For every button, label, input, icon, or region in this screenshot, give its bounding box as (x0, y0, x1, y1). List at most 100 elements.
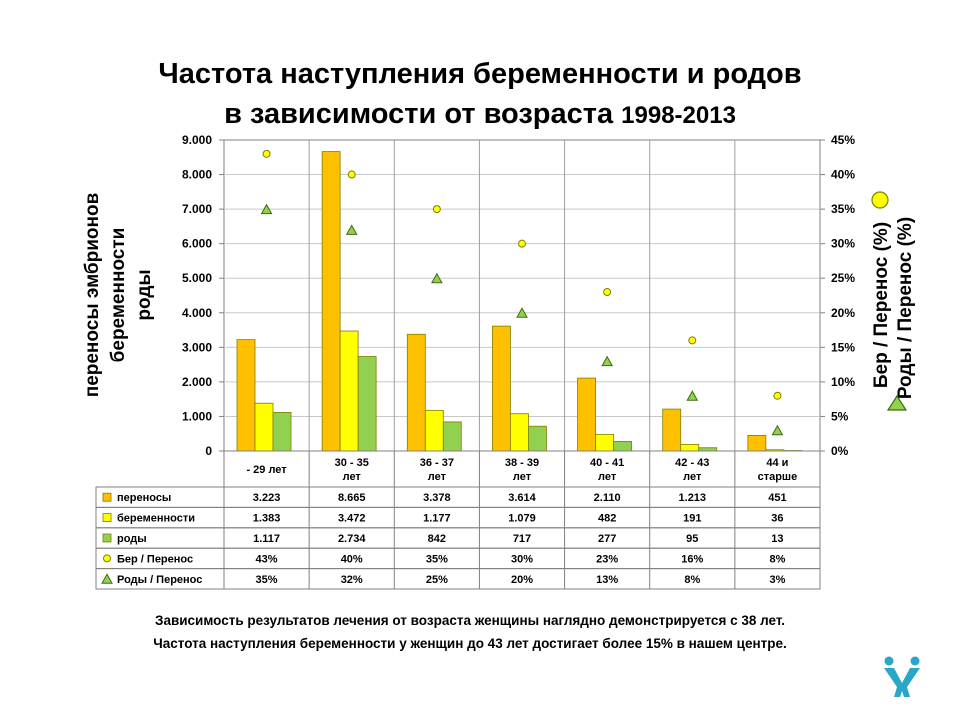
table-row (95, 506, 821, 529)
note-line2: Частота наступления беременности у женщи… (153, 636, 787, 651)
category-label: 30 - 35 (335, 457, 369, 469)
category-label: - 29 лет (246, 464, 287, 476)
legend-circle-icon (871, 191, 889, 209)
table-cell: 43% (256, 553, 278, 565)
bar-роды (272, 412, 292, 452)
y-tick-label-left: 8.000 (182, 168, 212, 182)
table-cell: 8.665 (338, 492, 366, 504)
table-row-label: Роды / Перенос (117, 574, 202, 586)
y-tick-label-right: 40% (831, 168, 855, 182)
y-tick-label-right: 35% (831, 202, 855, 216)
chart-title-main: в зависимости от возраста (224, 98, 614, 130)
table-cell: 25% (426, 574, 448, 586)
category-label: 40 - 41 (590, 457, 624, 469)
category-label: лет (343, 471, 362, 483)
marker-Роды / Перенос (771, 424, 784, 436)
bar-беременности (254, 402, 274, 452)
table-cell: 3.223 (253, 492, 281, 504)
marker-Роды / Перенос (601, 355, 613, 367)
legend-key-роды (102, 533, 112, 543)
bar-беременности (510, 413, 529, 452)
category-label: лет (598, 471, 617, 483)
chart-title-line1: Частота наступления беременности и родов (158, 58, 802, 90)
category-label: 36 - 37 (420, 457, 454, 469)
table-cell: 3% (769, 574, 785, 586)
y-axis-title-left: переносы эмбрионов (82, 193, 103, 398)
legend-triangle-icon (886, 394, 908, 411)
marker-Бер / Перенос (347, 170, 356, 179)
table-row-label: переносы (117, 492, 171, 504)
table-cell: 3.378 (423, 492, 451, 504)
plot-area (223, 139, 821, 452)
bar-беременности (424, 409, 444, 452)
table-cell: 3.614 (508, 492, 536, 504)
category-label: старше (758, 471, 798, 483)
marker-Роды / Перенос (431, 272, 443, 284)
bar-беременности (595, 433, 614, 452)
chart: 0 1.000 2.000 3.000 4.000 5.000 6.000 7.000 8.00… (82, 133, 916, 590)
bar-переносы (321, 151, 341, 452)
table-cell: 277 (598, 533, 616, 545)
category-label: 42 - 43 (675, 457, 709, 469)
table-row-label: Бер / Перенос (117, 553, 193, 565)
y-tick-label-left: 5.000 (182, 271, 212, 285)
y-tick-label-right: 20% (831, 306, 855, 320)
marker-Бер / Перенос (603, 288, 612, 297)
table-cell: 13% (596, 574, 618, 586)
category-label: 38 - 39 (505, 457, 539, 469)
y-tick-label-left: 9.000 (182, 133, 212, 147)
marker-Бер / Перенос (432, 205, 441, 214)
table-row (95, 568, 821, 590)
table-cell: 23% (596, 553, 618, 565)
y-tick-label-left: 4.000 (182, 306, 212, 320)
y-tick-label-right: 25% (831, 271, 855, 285)
note-line1: Зависимость результатов лечения от возра… (154, 613, 786, 628)
table-cell: 3.472 (338, 513, 366, 525)
table-cell: 482 (598, 513, 616, 525)
bar-переносы (662, 408, 682, 452)
table-cell: 1.079 (508, 513, 536, 525)
legend-key-Роды / Перенос (101, 573, 113, 584)
marker-Бер / Перенос (688, 336, 697, 345)
y-tick-label-right: 45% (831, 133, 855, 147)
table-cell: 16% (681, 553, 703, 565)
category-label: лет (428, 471, 447, 483)
marker-Бер / Перенос (773, 391, 782, 400)
bar-роды (528, 425, 547, 452)
y-axis-title-left: беременности (108, 228, 129, 363)
table-cell: 1.213 (679, 492, 707, 504)
table-row (95, 527, 821, 549)
table-cell: 842 (428, 533, 446, 545)
table-cell: 717 (513, 533, 531, 545)
bar-беременности (339, 330, 359, 452)
y-tick-label-right: 15% (831, 340, 855, 354)
table-cell: 20% (511, 574, 533, 586)
y-axis-title-right: Роды / Перенос (%) (895, 217, 916, 399)
y-tick-label-left: 3.000 (182, 340, 212, 354)
y-tick-label-right: 30% (831, 237, 855, 251)
marker-Роды / Перенос (516, 307, 528, 318)
bar-роды (613, 441, 632, 452)
table-cell: 35% (426, 553, 448, 565)
y-axis-title-left: роды (134, 269, 155, 320)
bar-роды (442, 421, 462, 452)
marker-Роды / Перенос (345, 224, 358, 235)
y-tick-label-left: 1.000 (182, 409, 212, 423)
table-cell: 35% (256, 574, 278, 586)
bar-беременности (680, 443, 700, 452)
bar-роды (357, 356, 377, 452)
table-cell: 13 (771, 533, 783, 545)
table-cell: 451 (768, 492, 786, 504)
table-cell: 8% (684, 574, 700, 586)
table-cell: 1.117 (253, 533, 280, 545)
y-tick-label-left: 6.000 (182, 237, 212, 251)
y-tick-label-left: 0 (205, 444, 212, 458)
table-cell: 32% (341, 574, 363, 586)
bar-переносы (406, 333, 426, 452)
category-label: лет (683, 471, 702, 483)
legend-key-беременности (102, 513, 112, 522)
marker-Роды / Перенос (260, 203, 273, 215)
table-row-label: беременности (117, 513, 195, 525)
bar-переносы (492, 325, 511, 452)
table-cell: 1.177 (423, 513, 451, 525)
